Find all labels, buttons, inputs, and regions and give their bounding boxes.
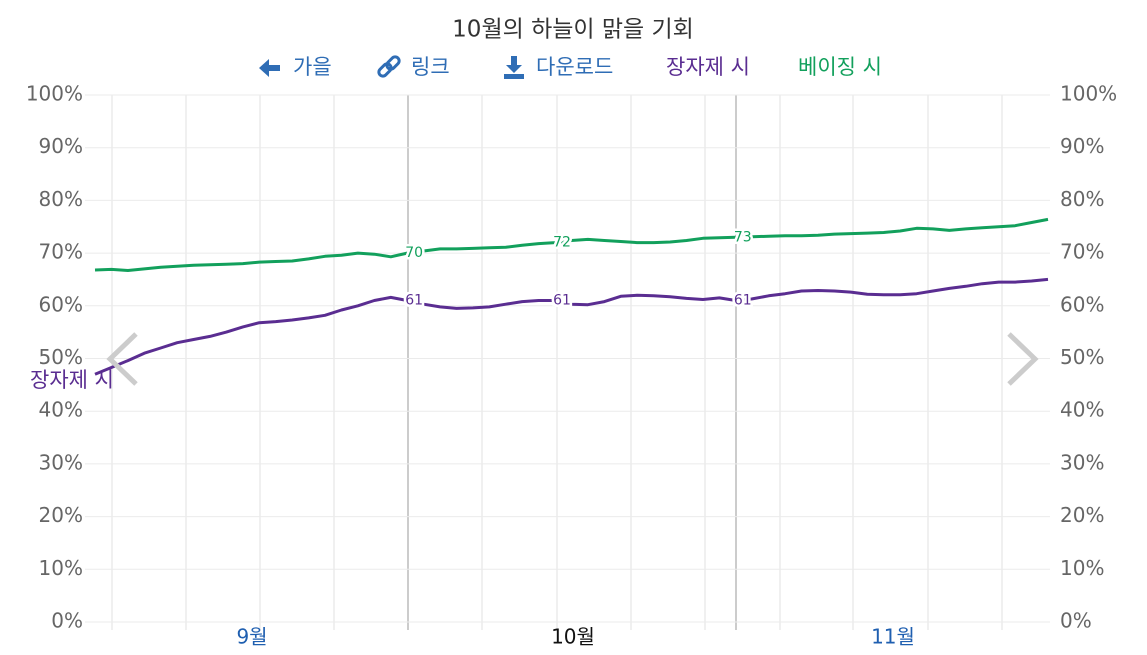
data-label: 72: [553, 235, 571, 251]
link-icon: [377, 55, 401, 78]
y2-tick-label: 70%: [1060, 240, 1104, 264]
y-tick-label: 70%: [39, 240, 83, 264]
y-tick-label: 60%: [39, 292, 83, 316]
y2-tick-label: 0%: [1060, 609, 1092, 633]
grid: 0% 0% 10% 10% 20% 20% 30% 30% 40% 40% 50% 50% 60% 60%…: [26, 82, 1117, 649]
download-button[interactable]: 다운로드: [536, 55, 613, 79]
y-tick-label: 50%: [39, 345, 83, 369]
y-tick-label: 20%: [39, 503, 83, 527]
legend: 장자제 시 베이징 시: [666, 55, 882, 79]
y2-tick-label: 40%: [1060, 398, 1104, 422]
y-tick-label: 30%: [39, 450, 83, 474]
y2-tick-label: 50%: [1060, 345, 1104, 369]
data-label: 61: [553, 293, 571, 309]
y-tick-label: 100%: [26, 82, 83, 106]
x-tick-label: 11월: [871, 625, 915, 649]
y2-tick-label: 90%: [1060, 134, 1104, 158]
chart-title: 10월의 하늘이 맑을 기회: [452, 17, 694, 43]
y-tick-label: 80%: [39, 187, 83, 211]
y2-tick-label: 60%: [1060, 292, 1104, 316]
prev-arrow[interactable]: [106, 332, 138, 386]
x-tick-label: 9월: [236, 625, 267, 649]
y2-tick-label: 10%: [1060, 556, 1104, 580]
data-label: 61: [405, 293, 423, 309]
series-end-label: 장자제 시: [30, 368, 114, 392]
legend-entry: 장자제 시: [666, 55, 750, 79]
lines: 61 61 61 70 72 73: [94, 217, 1049, 376]
next-arrow[interactable]: [1007, 332, 1039, 386]
legend-entry: 베이징 시: [798, 55, 882, 79]
series-line: [94, 217, 1049, 272]
data-label: 61: [734, 293, 752, 309]
series-line: [94, 277, 1049, 376]
y-tick-label: 40%: [39, 398, 83, 422]
link-button[interactable]: 링크: [411, 55, 450, 79]
back-icon: [259, 59, 280, 77]
y-tick-label: 10%: [39, 556, 83, 580]
y2-tick-label: 20%: [1060, 503, 1104, 527]
y-tick-label: 0%: [51, 609, 83, 633]
data-label: 70: [405, 245, 423, 261]
toolbar: 가을 링크 다운로드: [259, 55, 613, 79]
y2-tick-label: 80%: [1060, 187, 1104, 211]
y2-tick-label: 30%: [1060, 450, 1104, 474]
data-label: 73: [734, 229, 752, 245]
download-icon: [504, 56, 524, 79]
x-tick-label: 10월: [551, 625, 595, 649]
y-tick-label: 90%: [39, 134, 83, 158]
back-button[interactable]: 가을: [293, 55, 332, 79]
y2-tick-label: 100%: [1060, 82, 1117, 106]
